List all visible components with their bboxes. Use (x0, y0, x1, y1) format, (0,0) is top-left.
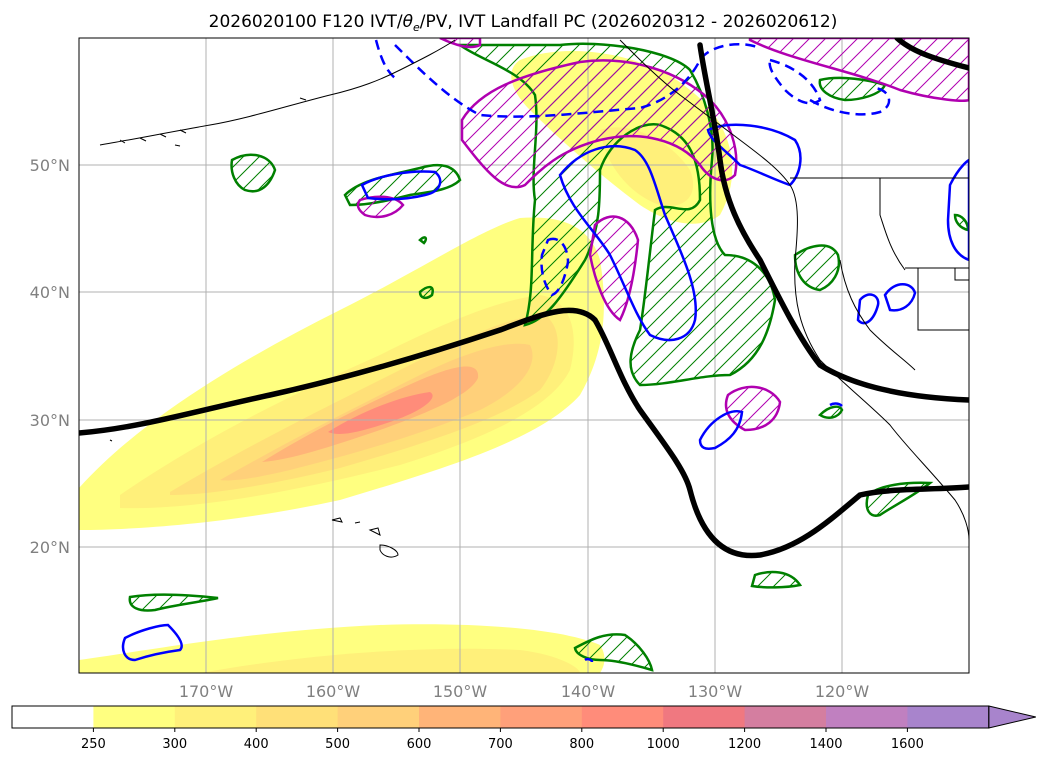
colorbar-label: 800 (569, 737, 594, 752)
plot-title: 2026020100 F120 IVT/θe/PV, IVT Landfall … (209, 12, 838, 34)
colorbar-segment (500, 706, 583, 728)
colorbar-segment (256, 706, 339, 728)
ivt-shading-main-plume (79, 217, 604, 530)
colorbar-label: 600 (407, 737, 432, 752)
colorbar-label: 1200 (728, 737, 761, 752)
coastlines (99, 39, 969, 558)
colorbar-segment (419, 706, 501, 728)
colorbar-segment (826, 706, 908, 728)
lon-label: 140°W (561, 682, 616, 701)
map-panel (79, 38, 969, 673)
colorbar-extend-arrow (988, 705, 1036, 729)
ivt-threshold-contour (79, 38, 969, 559)
colorbar-segment (174, 706, 257, 728)
theta-e-dashed-contours (374, 39, 891, 297)
lon-label: 120°W (815, 682, 870, 701)
lat-label: 30°N (30, 411, 70, 430)
colorbar-segment (744, 706, 827, 728)
colorbar-segment (907, 706, 990, 728)
colorbar-label: 500 (325, 737, 350, 752)
lat-label: 20°N (30, 538, 70, 557)
colorbar-segment (581, 706, 664, 728)
longitude-labels: 170°W 160°W 150°W 140°W 130°W 120°W (179, 682, 870, 701)
colorbar-label: 1400 (809, 737, 842, 752)
colorbar-label: 400 (244, 737, 269, 752)
colorbar-label: 1600 (891, 737, 924, 752)
latitude-labels: 50°N 40°N 30°N 20°N (30, 156, 70, 557)
colorbar-segment (12, 706, 94, 728)
colorbar-label: 1000 (647, 737, 680, 752)
colorbar-segment (663, 706, 746, 728)
ivt-shading-south (79, 624, 605, 673)
colorbar: 250 300 400 500 600 700 800 1000 1200 1400 1600 (11, 705, 1036, 752)
lon-label: 150°W (433, 682, 488, 701)
lat-label: 40°N (30, 283, 70, 302)
colorbar-label: 250 (81, 737, 106, 752)
colorbar-segment (93, 706, 176, 728)
lon-label: 160°W (306, 682, 361, 701)
lon-label: 170°W (179, 682, 234, 701)
colorbar-label: 300 (162, 737, 187, 752)
map-frame (78, 37, 970, 674)
colorbar-segment (337, 706, 420, 728)
lon-label: 130°W (688, 682, 743, 701)
colorbar-label: 700 (488, 737, 513, 752)
lat-label: 50°N (30, 156, 70, 175)
